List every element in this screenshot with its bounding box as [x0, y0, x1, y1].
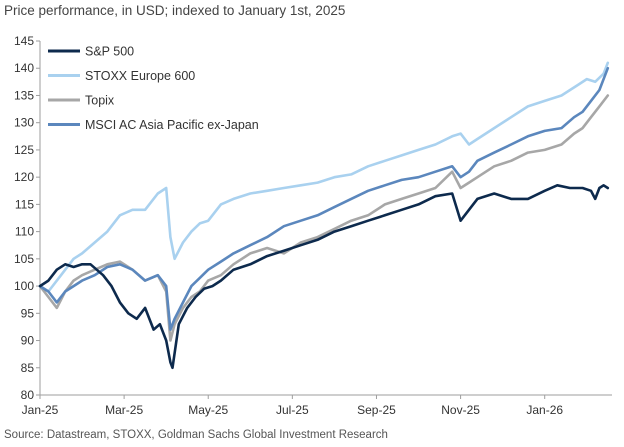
y-tick-label: 105	[14, 252, 34, 266]
y-tick-label: 100	[14, 279, 34, 293]
y-tick-label: 85	[21, 361, 35, 375]
y-tick-label: 120	[14, 170, 34, 184]
y-tick-label: 125	[14, 143, 34, 157]
y-tick-label: 110	[15, 225, 34, 239]
x-tick-label: May-25	[188, 403, 228, 417]
line-chart: 80 85 90 95 100 105 110 115 120 125 130 135 140 145 Ja…	[8, 24, 620, 424]
chart-caption: Price performance, in USD; indexed to Ja…	[4, 3, 346, 18]
series-line-stoxx-europe-600	[38, 61, 610, 293]
legend-label-stoxx-europe-600: STOXX Europe 600	[85, 69, 195, 83]
y-tick-label: 140	[14, 61, 34, 75]
x-tick-label: Jan-25	[22, 403, 59, 417]
x-tick-label: Mar-25	[105, 403, 143, 417]
y-tick-label: 90	[21, 334, 35, 348]
series-line-msci-ac-asia-pacific-ex-japan	[38, 66, 610, 331]
y-tick-label: 115	[15, 197, 34, 211]
y-tick-label: 130	[14, 116, 34, 130]
y-tick-label: 145	[14, 34, 34, 48]
y-tick-label: 80	[21, 388, 35, 402]
source-note: Source: Datastream, STOXX, Goldman Sachs…	[4, 429, 388, 441]
series-line-s-p-500	[38, 184, 610, 370]
x-tick-label: Jul-25	[276, 403, 309, 417]
x-tick-label: Nov-25	[441, 403, 480, 417]
legend-label-msci-ac-asia-pacific-ex-japan: MSCI AC Asia Pacific ex-Japan	[85, 118, 259, 132]
series-line-topix	[38, 94, 610, 342]
chart-canvas: 80 85 90 95 100 105 110 115 120 125 130 135 140 145 Ja…	[14, 34, 612, 417]
y-tick-label: 135	[14, 88, 34, 102]
x-tick-label: Sep-25	[357, 403, 396, 417]
legend-label-s-p-500: S&P 500	[85, 45, 134, 59]
x-tick-label: Jan-26	[526, 403, 563, 417]
legend-label-topix: Topix	[85, 94, 115, 108]
y-tick-label: 95	[21, 306, 35, 320]
